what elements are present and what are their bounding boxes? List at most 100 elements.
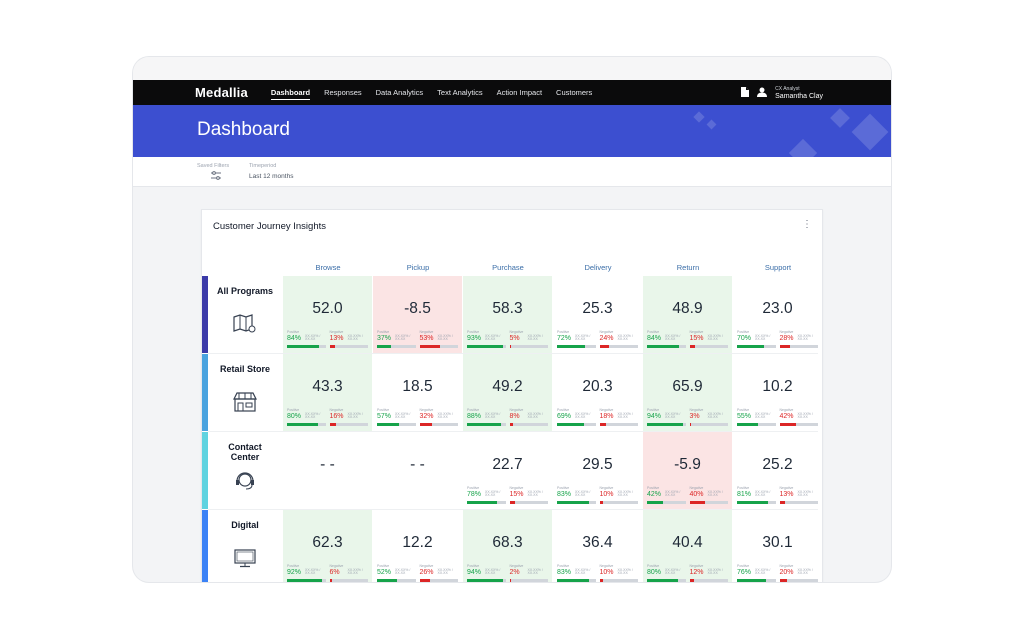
insight-cell[interactable]: 36.4 Positive 83% XX.XX% / XX.XX Negative 10%… — [553, 510, 642, 582]
nav-action-impact[interactable]: Action Impact — [496, 88, 543, 97]
positive-label: Positive — [467, 564, 480, 568]
positive-bar-fill — [557, 501, 589, 504]
negative-percent: 24% — [599, 335, 614, 342]
insight-cell[interactable]: 48.9 Positive 84% XX.XX% / XX.XX Negative 15%… — [643, 276, 732, 353]
positive-bar — [377, 579, 416, 582]
stat-detail: XX.XX% / XX.XX — [485, 334, 501, 341]
insight-cell[interactable]: - - — [373, 432, 462, 509]
positive-percent: 84% — [287, 335, 302, 342]
negative-stat: Negative 13% XX.XX% / XX.XX — [779, 486, 818, 506]
cell-stats: Positive 80% XX.XX% / XX.XX Negative 16% XX.X… — [287, 408, 368, 428]
positive-bar — [557, 345, 596, 348]
insight-cell[interactable]: 49.2 Positive 88% XX.XX% / XX.XX Negative 8% X… — [463, 354, 552, 431]
positive-percent: 76% — [737, 569, 752, 576]
timeperiod-value[interactable]: Last 12 months — [249, 173, 294, 180]
nav-text-analytics[interactable]: Text Analytics — [437, 88, 483, 97]
nav-responses[interactable]: Responses — [324, 88, 362, 97]
cell-stats: Positive 72% XX.XX% / XX.XX Negative 24% XX.X… — [557, 330, 638, 350]
positive-stat: Positive 55% XX.XX% / XX.XX — [737, 408, 776, 428]
positive-bar-fill — [557, 423, 584, 426]
row-band — [202, 432, 208, 509]
cell-stats: Positive 94% XX.XX% / XX.XX Negative 3% XX.XX… — [647, 408, 728, 428]
column-header-pickup[interactable]: Pickup — [406, 263, 430, 272]
positive-percent: 84% — [647, 335, 662, 342]
insight-cell[interactable]: 52.0 Positive 84% XX.XX% / XX.XX Negative 13%… — [283, 276, 372, 353]
row-label: Digital — [231, 520, 259, 530]
insight-cell[interactable]: 25.3 Positive 72% XX.XX% / XX.XX Negative 24%… — [553, 276, 642, 353]
insight-cell[interactable]: 58.3 Positive 93% XX.XX% / XX.XX Negative 5% X… — [463, 276, 552, 353]
positive-percent: 69% — [557, 413, 572, 420]
positive-stat: Positive 80% XX.XX% / XX.XX — [287, 408, 326, 428]
negative-stat: Negative 24% XX.XX% / XX.XX — [599, 330, 638, 350]
negative-percent: 12% — [689, 569, 704, 576]
insight-cell[interactable]: 30.1 Positive 76% XX.XX% / XX.XX Negative 20%… — [733, 510, 822, 582]
negative-label: Negative — [599, 408, 614, 412]
insight-cell[interactable]: 29.5 Positive 83% XX.XX% / XX.XX Negative 10%… — [553, 432, 642, 509]
insight-cell[interactable]: 65.9 Positive 94% XX.XX% / XX.XX Negative 3% X… — [643, 354, 732, 431]
insight-cell[interactable]: 68.3 Positive 94% XX.XX% / XX.XX Negative 2% X… — [463, 510, 552, 582]
decorative-diamond — [788, 138, 818, 157]
negative-bar — [599, 423, 638, 426]
negative-percent: 10% — [599, 569, 614, 576]
insight-cell[interactable]: 22.7 Positive 78% XX.XX% / XX.XX Negative 15%… — [463, 432, 552, 509]
document-icon[interactable] — [740, 86, 750, 99]
insight-cell[interactable]: 43.3 Positive 80% XX.XX% / XX.XX Negative 16%… — [283, 354, 372, 431]
cell-stats: Positive 69% XX.XX% / XX.XX Negative 18% XX.X… — [557, 408, 638, 428]
column-header-return[interactable]: Return — [676, 263, 700, 272]
positive-stat: Positive 72% XX.XX% / XX.XX — [557, 330, 596, 350]
medallia-logo[interactable]: Medallia — [195, 85, 248, 100]
negative-stat: Negative 13% XX.XX% / XX.XX — [329, 330, 368, 350]
insight-cell[interactable]: -8.5 Positive 37% XX.XX% / XX.XX Negative 53%… — [373, 276, 462, 353]
insight-cell[interactable]: 12.2 Positive 52% XX.XX% / XX.XX Negative 26%… — [373, 510, 462, 582]
negative-percent: 8% — [509, 413, 520, 420]
insight-cell[interactable]: -5.9 Positive 42% XX.XX% / XX.XX Negative 40%… — [643, 432, 732, 509]
cell-score: 65.9 — [672, 378, 703, 395]
negative-label: Negative — [779, 330, 794, 334]
user-area: CX Analyst Samantha Clay — [740, 80, 823, 105]
user-icon[interactable] — [757, 87, 768, 99]
positive-bar-fill — [377, 345, 392, 348]
positive-bar-fill — [737, 345, 764, 348]
insight-cell[interactable]: 18.5 Positive 57% XX.XX% / XX.XX Negative 32%… — [373, 354, 462, 431]
insight-cell[interactable]: - - — [283, 432, 372, 509]
positive-percent: 94% — [467, 569, 482, 576]
cell-score: 12.2 — [402, 534, 433, 551]
column-header-purchase[interactable]: Purchase — [492, 263, 524, 272]
browser-top — [133, 57, 891, 80]
column-header-browse[interactable]: Browse — [315, 263, 341, 272]
insight-cell[interactable]: 23.0 Positive 70% XX.XX% / XX.XX Negative 28%… — [733, 276, 822, 353]
positive-bar — [737, 579, 776, 582]
insight-cell[interactable]: 20.3 Positive 69% XX.XX% / XX.XX Negative 18%… — [553, 354, 642, 431]
nav-dashboard[interactable]: Dashboard — [270, 80, 311, 105]
more-options-icon[interactable]: ⋮ — [802, 219, 812, 230]
stat-detail: XX.XX% / XX.XX — [347, 412, 363, 419]
positive-label: Positive — [557, 330, 570, 334]
row-divider — [208, 509, 818, 510]
stat-detail: XX.XX% / XX.XX — [665, 568, 681, 575]
insight-cell[interactable]: 25.2 Positive 81% XX.XX% / XX.XX Negative 13%… — [733, 432, 822, 509]
negative-bar — [689, 423, 728, 426]
positive-bar-fill — [737, 501, 769, 504]
positive-bar — [287, 579, 326, 582]
insight-cell[interactable]: 62.3 Positive 92% XX.XX% / XX.XX Negative 6% X… — [283, 510, 372, 582]
cell-score: 18.5 — [402, 378, 433, 395]
filters-bar: Saved Filters Timeperiod Last 12 months — [133, 157, 891, 187]
positive-bar-fill — [287, 423, 318, 426]
column-header-support[interactable]: Support — [764, 263, 792, 272]
insight-cell[interactable]: 10.2 Positive 55% XX.XX% / XX.XX Negative 42%… — [733, 354, 822, 431]
positive-percent: 88% — [467, 413, 482, 420]
nav-customers[interactable]: Customers — [556, 88, 593, 97]
filter-sliders-icon[interactable] — [211, 171, 221, 182]
negative-stat: Negative 12% XX.XX% / XX.XX — [689, 564, 728, 582]
insight-cell[interactable]: 40.4 Positive 80% XX.XX% / XX.XX Negative 12%… — [643, 510, 732, 582]
nav-data-analytics[interactable]: Data Analytics — [375, 88, 424, 97]
positive-stat: Positive 92% XX.XX% / XX.XX — [287, 564, 326, 582]
negative-label: Negative — [509, 408, 524, 412]
negative-stat: Negative 2% XX.XX% / XX.XX — [509, 564, 548, 582]
positive-stat: Positive 80% XX.XX% / XX.XX — [647, 564, 686, 582]
user-menu[interactable]: CX Analyst Samantha Clay — [775, 86, 823, 100]
column-header-delivery[interactable]: Delivery — [584, 263, 612, 272]
stat-detail: XX.XX% / XX.XX — [665, 412, 681, 419]
negative-bar — [599, 501, 638, 504]
page-title: Dashboard — [197, 119, 290, 140]
